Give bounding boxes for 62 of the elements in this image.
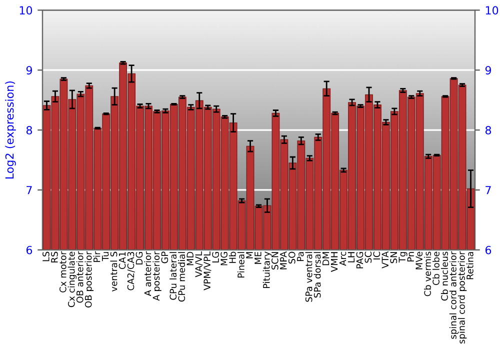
y-tick-label: 9	[26, 66, 32, 74]
y2-tick-label: 6	[486, 246, 492, 254]
x-tick-label: Cb nucleus	[440, 252, 448, 301]
x-tick-label: Pineal	[237, 252, 244, 278]
x-tick-label: M	[246, 252, 253, 258]
x-tick-label: MVe	[416, 252, 422, 270]
x-tick-label: VMH	[330, 252, 338, 272]
x-tick-label: MG	[220, 252, 228, 266]
y2-tick-label: 9	[485, 66, 492, 74]
x-tick-label: MPA	[280, 251, 287, 270]
x-tick-label: CA2/CA3	[127, 252, 135, 290]
x-tick-label: PAG	[356, 252, 364, 268]
x-tick-label: Cx cingulate	[68, 252, 77, 308]
x-tick-label: VA/VL	[195, 251, 203, 278]
x-tick-label: Tu	[102, 252, 109, 262]
x-tick-label: LS	[42, 252, 50, 262]
x-tick-label: Pn	[407, 252, 414, 262]
x-tick-label: Tg	[398, 252, 408, 263]
x-tick-label: RS	[51, 252, 58, 262]
x-tick-label: ME	[254, 252, 262, 264]
x-tick-label: LH	[348, 252, 355, 262]
x-tick-label: MD	[186, 252, 194, 266]
x-tick-label: Retina	[466, 252, 474, 280]
y-tick-label: 6	[26, 246, 32, 254]
x-tick-label: CA1	[118, 252, 126, 270]
x-tick-label: ventral S	[110, 252, 118, 292]
x-tick-label: OB anterior	[76, 251, 84, 303]
x-tick-label: Hb	[228, 252, 236, 263]
x-tick-label: Pituitary	[262, 252, 272, 288]
x-tick-label: DG	[136, 252, 143, 264]
x-tick-label: VTA	[382, 251, 388, 268]
x-tick-label: A posterior	[152, 251, 162, 301]
y-axis-title: Log2 (expression)	[5, 81, 16, 178]
x-tick-label: SPa dorsal	[314, 252, 321, 298]
x-tick-label: LG	[212, 252, 219, 262]
x-tick-label: Cb vermis	[424, 252, 431, 296]
x-tick-label: spinal cord anterior	[449, 251, 458, 339]
y-tick-label: 7	[26, 186, 32, 194]
x-tick-label: SO	[288, 252, 296, 264]
x-tick-label: Pir	[93, 251, 100, 262]
x-tick-label: GP	[161, 252, 168, 264]
x-tick-label: Pa	[297, 252, 304, 261]
x-tick-label: VPM/VPL	[204, 251, 212, 290]
x-tick-label: OB posterior	[84, 251, 94, 308]
x-tick-label: DM	[322, 252, 330, 266]
x-tick-label: IC	[373, 252, 380, 260]
x-tick-label: SPa ventral	[305, 252, 312, 302]
x-tick-label: Cx motor	[59, 251, 66, 292]
x-tick-label: CPu lateral	[170, 252, 177, 300]
x-tick-label: SC	[364, 252, 372, 263]
x-tick-label: spinal cord posterior	[458, 251, 467, 344]
y-tick-label: 8	[26, 126, 32, 134]
x-tick-label: Arc	[339, 252, 346, 266]
x-tick-label: A anterior	[144, 251, 152, 296]
y2-tick-label: 8	[485, 126, 492, 134]
y-tick-label: 10	[20, 6, 32, 15]
x-tick-label: SCN	[272, 252, 278, 270]
y2-tick-label: 10	[486, 6, 498, 15]
x-tick-label: Cb lobe	[432, 252, 440, 286]
y2-tick-label: 7	[486, 186, 491, 194]
x-tick-label: SN	[390, 252, 398, 264]
x-tick-label: CPu medial	[178, 252, 186, 302]
